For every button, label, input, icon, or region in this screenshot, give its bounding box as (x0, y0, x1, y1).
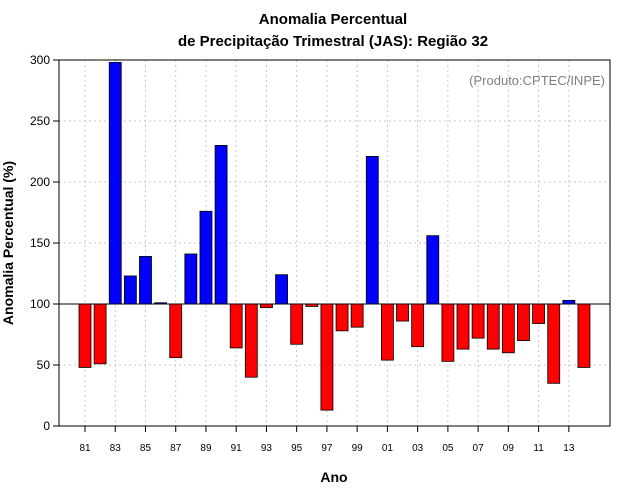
bar-94 (275, 274, 288, 305)
x-tick-label: 95 (291, 443, 303, 454)
x-tick-label: 91 (231, 443, 243, 454)
x-axis-title: Ano (320, 469, 347, 485)
y-tick-label: 300 (30, 53, 50, 67)
x-tick-label: 97 (321, 443, 333, 454)
bar-10 (517, 303, 530, 341)
bar-83 (108, 62, 122, 305)
bar-09 (501, 303, 515, 354)
y-tick-label: 50 (37, 358, 51, 372)
grid-lines (59, 60, 610, 426)
bar-13 (562, 299, 576, 305)
x-tick-label: 01 (382, 443, 394, 454)
bar-00 (365, 155, 379, 305)
bar-08 (486, 303, 500, 350)
y-tick-label: 200 (30, 175, 50, 189)
x-tick-label: 11 (533, 443, 544, 454)
bar-99 (350, 303, 364, 328)
x-tick-label: 05 (442, 443, 454, 454)
plot-frame (58, 59, 611, 427)
chart-title-line2: de Precipitação Trimestral (JAS): Região… (178, 33, 488, 50)
bar-02 (396, 303, 409, 322)
bar-85 (139, 256, 152, 305)
bar-97 (320, 303, 334, 411)
bars (78, 62, 591, 411)
bar-03 (411, 303, 425, 348)
bar-81 (78, 303, 92, 368)
bar-91 (229, 303, 243, 349)
y-tick-label: 150 (30, 236, 50, 250)
credit-text: (Produto:CPTEC/INPE) (469, 73, 605, 88)
bar-04 (426, 235, 440, 305)
bar-98 (335, 303, 349, 332)
bar-87 (169, 303, 183, 359)
bar-01 (380, 303, 394, 361)
x-tick-label: 87 (170, 443, 182, 454)
x-tick-label: 07 (473, 443, 485, 454)
x-tick-label: 89 (200, 443, 212, 454)
bar-84 (123, 275, 137, 305)
bar-88 (184, 253, 198, 305)
bar-11 (532, 303, 545, 324)
y-axis-title: Anomalia Percentual (%) (0, 161, 16, 325)
bar-06 (456, 303, 470, 350)
y-tick-label: 0 (43, 419, 50, 433)
bar-93 (260, 303, 273, 309)
bar-89 (199, 210, 213, 305)
x-tick-label: 99 (352, 443, 364, 454)
x-tick-label: 81 (79, 443, 91, 454)
chart-title-line1: Anomalia Percentual (259, 11, 407, 28)
bar-05 (441, 303, 455, 362)
bar-12 (547, 303, 561, 384)
x-tick-label: 93 (261, 443, 273, 454)
bar-82 (93, 303, 107, 365)
x-tick-label: 83 (110, 443, 122, 454)
x-tick-label: 13 (563, 443, 575, 454)
bar-90 (214, 144, 228, 305)
bar-92 (244, 303, 258, 378)
x-tick-label: 03 (412, 443, 424, 454)
bar-14 (577, 303, 591, 368)
bar-95 (290, 303, 304, 345)
y-tick-label: 250 (30, 114, 50, 128)
y-tick-label: 100 (30, 297, 50, 311)
x-tick-label: 09 (503, 443, 515, 454)
bar-07 (471, 303, 485, 339)
x-tick-label: 85 (140, 443, 152, 454)
